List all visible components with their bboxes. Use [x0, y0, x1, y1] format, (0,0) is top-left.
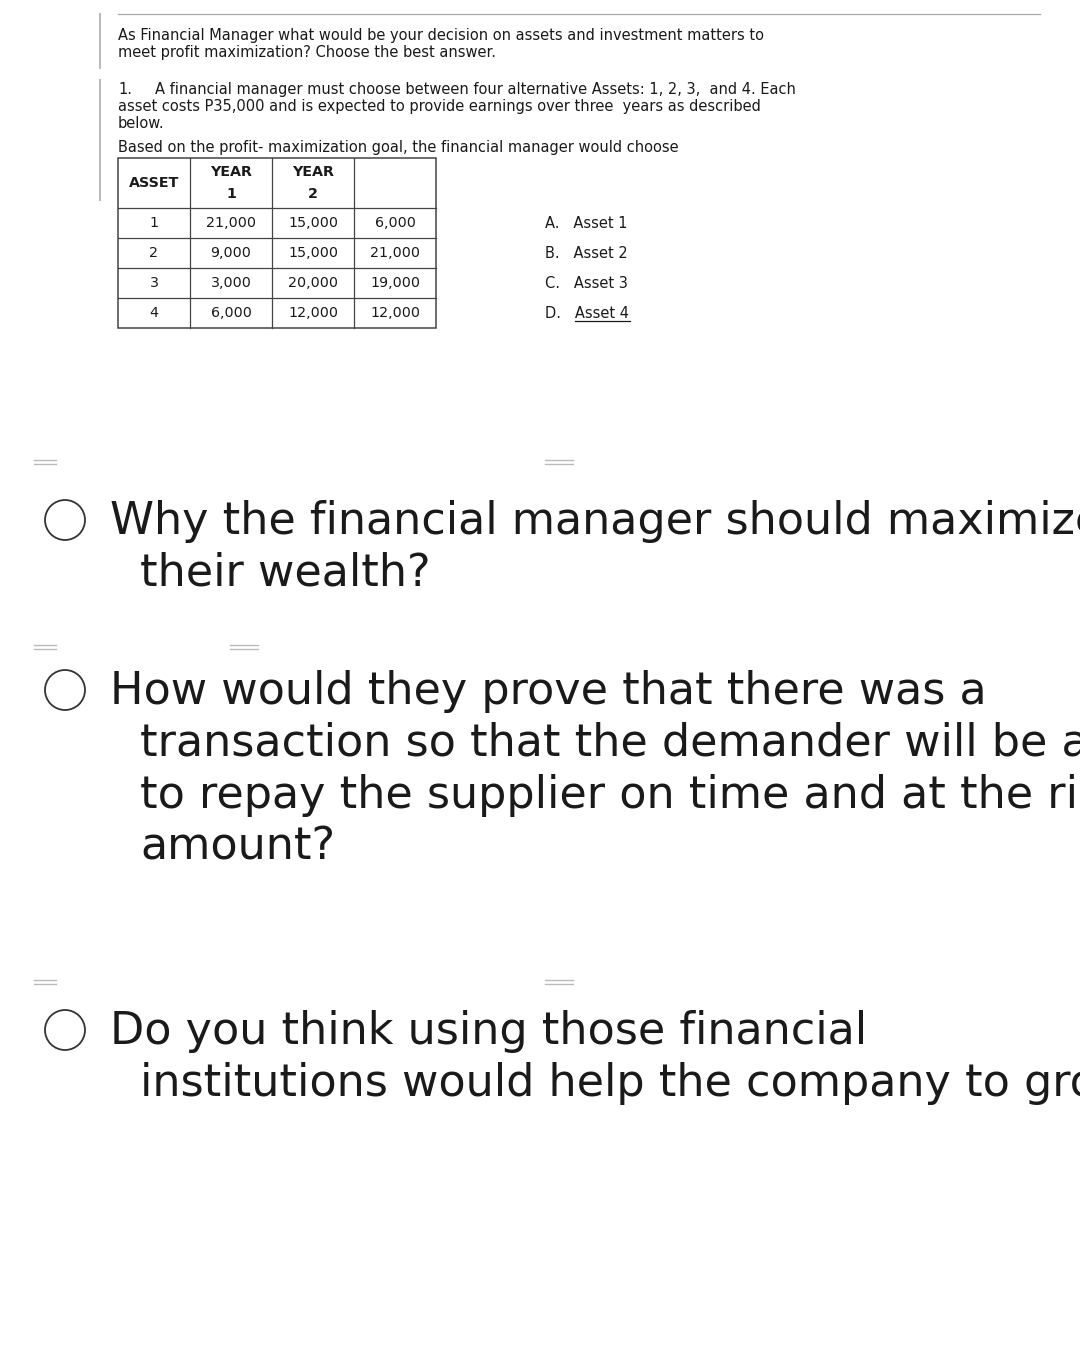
- Bar: [118, 158, 436, 328]
- Text: 21,000: 21,000: [206, 216, 256, 230]
- Text: 2: 2: [308, 188, 318, 201]
- Text: institutions would help the company to grow: institutions would help the company to g…: [140, 1061, 1080, 1105]
- Text: transaction so that the demander will be able: transaction so that the demander will be…: [140, 722, 1080, 765]
- Text: 2: 2: [149, 246, 159, 260]
- Text: 1: 1: [149, 216, 159, 230]
- Text: Based on the profit- maximization goal, the financial manager would choose: Based on the profit- maximization goal, …: [118, 140, 678, 155]
- Text: YEAR: YEAR: [292, 164, 334, 179]
- Text: 12,000: 12,000: [288, 306, 338, 319]
- Text: 4: 4: [149, 306, 159, 319]
- Text: A financial manager must choose between four alternative Assets: 1, 2, 3,  and 4: A financial manager must choose between …: [156, 82, 796, 96]
- Text: Do you think using those financial: Do you think using those financial: [110, 1010, 867, 1053]
- Text: below.: below.: [118, 116, 164, 130]
- Text: D.   Asset 4: D. Asset 4: [545, 306, 629, 321]
- Text: 15,000: 15,000: [288, 246, 338, 260]
- Text: 1.: 1.: [118, 82, 132, 96]
- Text: asset costs P35,000 and is expected to provide earnings over three  years as des: asset costs P35,000 and is expected to p…: [118, 99, 761, 114]
- Text: Why the financial manager should maximize: Why the financial manager should maximiz…: [110, 500, 1080, 544]
- Text: YEAR: YEAR: [211, 164, 252, 179]
- Text: 15,000: 15,000: [288, 216, 338, 230]
- Text: 6,000: 6,000: [375, 216, 416, 230]
- Text: meet profit maximization? Choose the best answer.: meet profit maximization? Choose the bes…: [118, 45, 496, 60]
- Text: How would they prove that there was a: How would they prove that there was a: [110, 670, 987, 713]
- Text: 3: 3: [149, 276, 159, 289]
- Text: their wealth?: their wealth?: [140, 552, 431, 595]
- Text: 19,000: 19,000: [370, 276, 420, 289]
- Text: 6,000: 6,000: [211, 306, 252, 319]
- Text: 9,000: 9,000: [211, 246, 252, 260]
- Text: C.   Asset 3: C. Asset 3: [545, 276, 627, 291]
- Text: ASSET: ASSET: [129, 177, 179, 190]
- Text: 1: 1: [226, 188, 235, 201]
- Text: 20,000: 20,000: [288, 276, 338, 289]
- Text: 3,000: 3,000: [211, 276, 252, 289]
- Text: to repay the supplier on time and at the right: to repay the supplier on time and at the…: [140, 775, 1080, 817]
- Text: amount?: amount?: [140, 826, 335, 868]
- Text: 12,000: 12,000: [370, 306, 420, 319]
- Text: 21,000: 21,000: [370, 246, 420, 260]
- Text: B.   Asset 2: B. Asset 2: [545, 246, 627, 261]
- Text: As Financial Manager what would be your decision on assets and investment matter: As Financial Manager what would be your …: [118, 29, 764, 43]
- Text: A.   Asset 1: A. Asset 1: [545, 216, 627, 231]
